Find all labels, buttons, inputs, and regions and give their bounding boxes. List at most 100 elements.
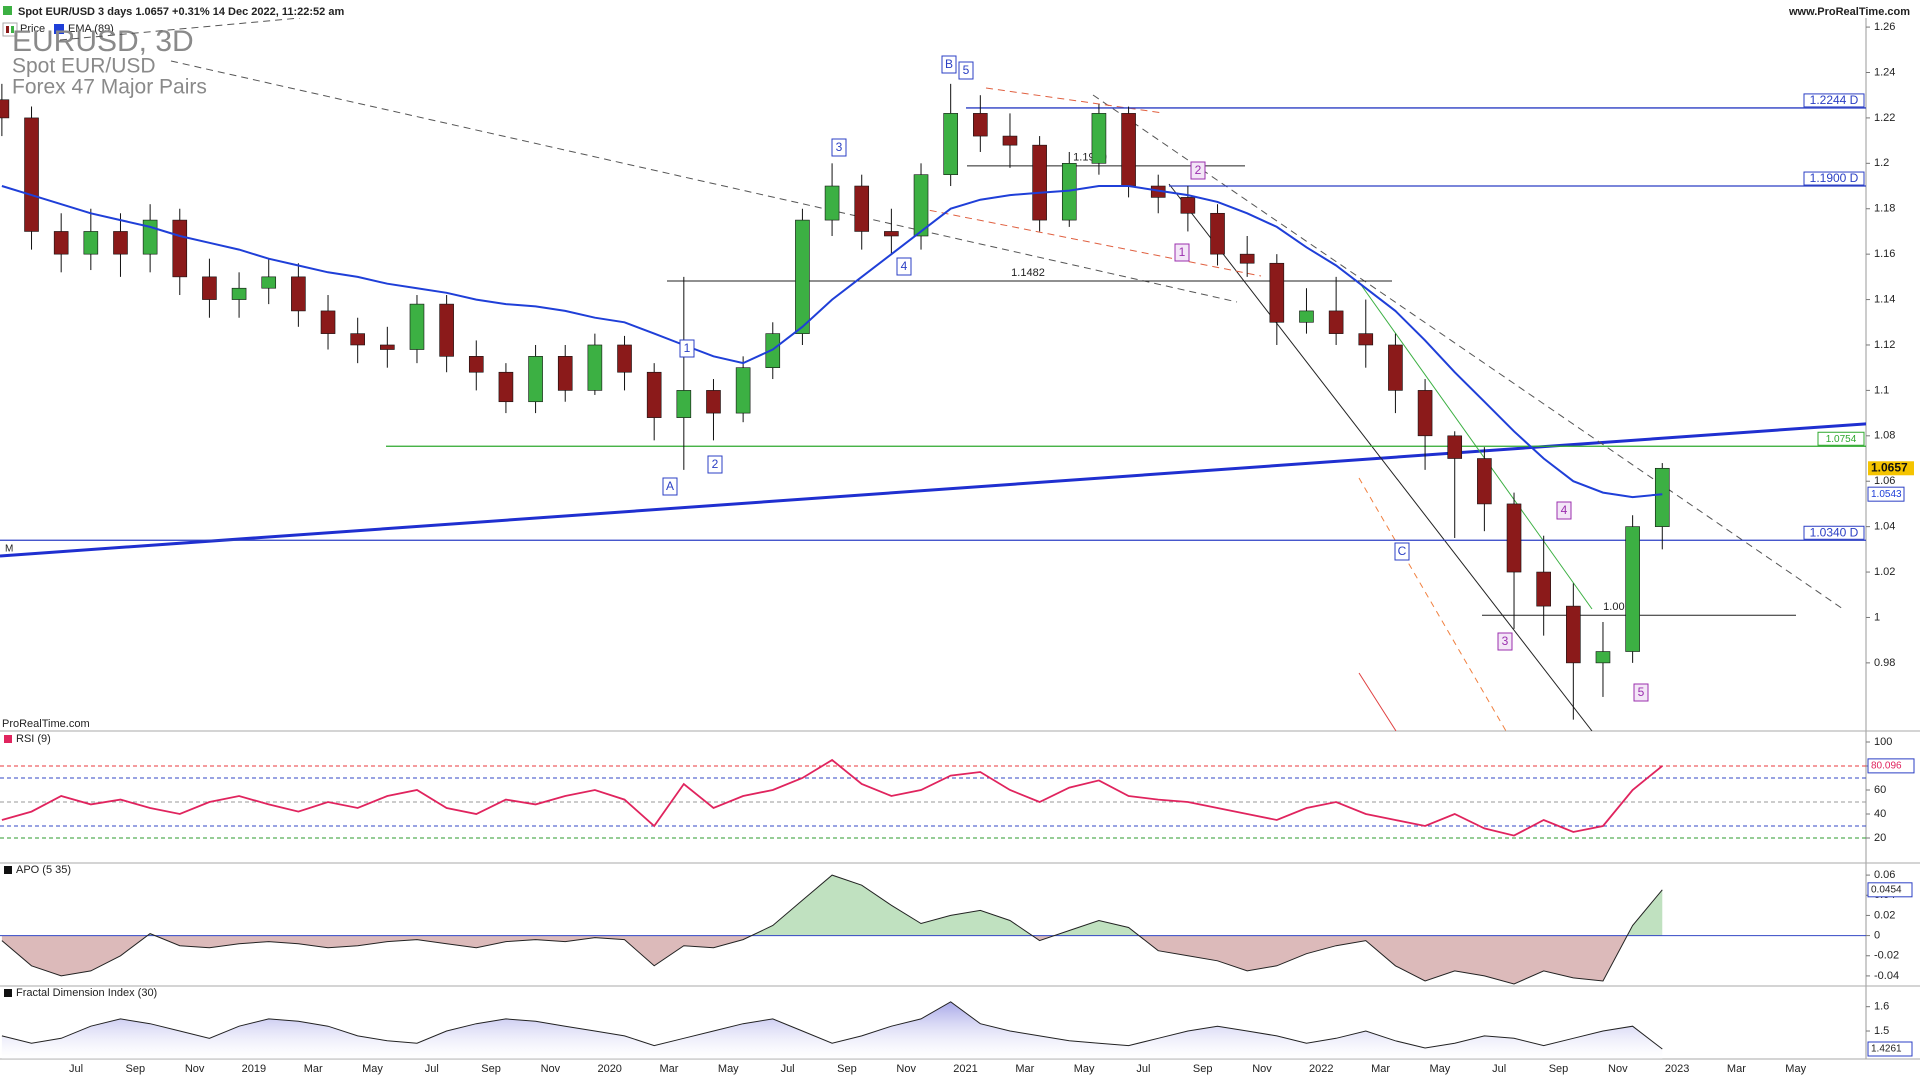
candle-body <box>617 344 632 373</box>
wave-label: B <box>945 57 953 71</box>
wave-label: 4 <box>901 259 908 273</box>
candle-body <box>320 310 336 334</box>
candle-body <box>735 367 751 414</box>
x-tick-label: Sep <box>837 1063 857 1075</box>
panel-legend-swatch <box>4 866 12 874</box>
candle-body <box>1477 458 1492 505</box>
candle-body <box>528 356 543 403</box>
candle-body <box>172 219 188 278</box>
panel-title: Fractal Dimension Index (30) <box>16 987 157 999</box>
y-tick-label: 1.04 <box>1874 521 1895 533</box>
trendline <box>59 18 301 41</box>
y-tick-label: 1.08 <box>1874 430 1895 442</box>
trendline <box>170 60 1238 303</box>
candle-body <box>439 303 454 357</box>
y-tick-label: 0.02 <box>1874 909 1895 921</box>
x-tick-label: Jul <box>1492 1063 1506 1075</box>
y-tick-label: 0.06 <box>1874 869 1895 881</box>
x-tick-label: Mar <box>1015 1063 1034 1075</box>
y-tick-label: 1.5 <box>1874 1025 1889 1037</box>
candle-body <box>1032 144 1047 221</box>
x-tick-label: Nov <box>541 1063 561 1075</box>
level-label: 1.1900 D <box>1810 171 1859 185</box>
wave-box <box>958 61 974 80</box>
y-tick-label: 1.24 <box>1874 66 1895 78</box>
wave-box <box>1394 542 1410 561</box>
y-tick-label: 1.14 <box>1874 293 1895 305</box>
candle-body <box>498 371 514 403</box>
level-tag <box>1803 171 1865 186</box>
ema-line <box>1 185 1663 499</box>
candle-body <box>1328 310 1344 334</box>
value-tag <box>1867 1041 1913 1057</box>
value-tag <box>1867 758 1915 774</box>
candle-body <box>765 333 781 368</box>
y-tick-label: 1.1 <box>1874 384 1889 396</box>
indicator-line <box>1 1001 1663 1050</box>
wave-label: A <box>666 479 674 493</box>
area-fill <box>1 1001 1663 1059</box>
level-tag <box>1817 431 1865 446</box>
wave-box <box>1174 243 1190 262</box>
value-tag-label: 1.0657 <box>1871 460 1908 474</box>
candle-body <box>1447 435 1463 459</box>
trendline <box>1358 672 1397 731</box>
wave-label: 1 <box>1179 245 1186 259</box>
candle-body <box>913 174 929 237</box>
x-tick-label: Sep <box>126 1063 146 1075</box>
y-tick-label: 0 <box>1874 929 1880 941</box>
wave-label: 5 <box>963 63 970 77</box>
candle-body <box>291 276 306 312</box>
candle-body <box>1180 197 1196 214</box>
y-tick-label: -0.02 <box>1874 950 1899 962</box>
x-tick-label: Mar <box>1371 1063 1390 1075</box>
wave-label: 3 <box>1502 634 1509 648</box>
candle-body <box>231 287 247 300</box>
value-tag-label: 80.096 <box>1871 761 1902 772</box>
wave-label: C <box>1398 544 1407 558</box>
value-tag-label: 0.0454 <box>1871 884 1902 895</box>
candle-body <box>83 231 99 255</box>
x-tick-label: Jul <box>425 1063 439 1075</box>
level-label: 1.0340 D <box>1810 525 1859 539</box>
wave-label: 4 <box>1561 503 1568 517</box>
y-tick-label: 1.2 <box>1874 157 1889 169</box>
trendline <box>1092 94 1844 610</box>
x-tick-label: Mar <box>1727 1063 1746 1075</box>
candle-body <box>261 276 277 289</box>
candle-body <box>854 185 870 232</box>
x-tick-label: Nov <box>1252 1063 1272 1075</box>
level-label: 1.0754 <box>1826 434 1857 445</box>
header-summary: Spot EUR/USD 3 days 1.0657 +0.31% 14 Dec… <box>18 6 344 18</box>
wave-box <box>1556 501 1572 520</box>
wave-box <box>707 455 723 474</box>
wave-box <box>1497 632 1513 651</box>
panel-legend-swatch <box>4 735 12 743</box>
y-tick-label: 1.16 <box>1874 248 1895 260</box>
legend-icon <box>6 26 9 33</box>
y-tick-label: 1.02 <box>1874 566 1895 578</box>
x-tick-label: Nov <box>185 1063 205 1075</box>
candle-body <box>1595 651 1611 664</box>
x-tick-label: Nov <box>896 1063 916 1075</box>
wave-box <box>941 55 957 74</box>
value-tag-label: 1.4261 <box>1871 1044 1902 1055</box>
site-link: www.ProRealTime.com <box>1788 6 1910 18</box>
wave-box <box>831 138 847 157</box>
candle-body <box>24 117 39 232</box>
area-fill-negative <box>1 935 1628 984</box>
header-icon <box>3 6 12 15</box>
wave-label: 2 <box>1195 163 1202 177</box>
y-tick-label: 1.26 <box>1874 21 1895 33</box>
x-tick-label: 2022 <box>1309 1063 1333 1075</box>
candle-body <box>1654 467 1670 527</box>
candle-body <box>113 231 128 255</box>
wave-label: 1 <box>684 341 691 355</box>
candle-body <box>587 344 603 391</box>
candle-body <box>1417 390 1433 437</box>
x-tick-label: May <box>1430 1063 1451 1075</box>
x-tick-label: Nov <box>1608 1063 1628 1075</box>
y-tick-label: 1.22 <box>1874 112 1895 124</box>
watermark: ProRealTime.com <box>2 718 90 730</box>
